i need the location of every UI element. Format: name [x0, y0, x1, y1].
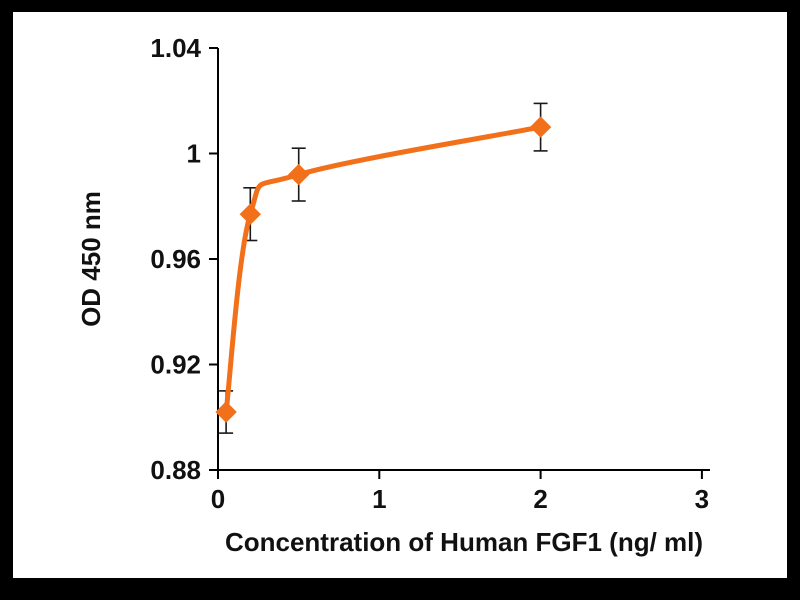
- y-tick-label: 0.96: [150, 244, 201, 274]
- axis-lines: [217, 48, 710, 471]
- data-point-marker: [239, 203, 262, 225]
- x-axis-title: Concentration of Human FGF1 (ng/ ml): [225, 527, 703, 557]
- data-point-marker: [287, 163, 310, 186]
- y-axis-title: OD 450 nm: [76, 191, 106, 327]
- x-tick-label: 3: [695, 484, 709, 514]
- plot-layer: 0.88 0.92 0.96 1 1.04 0 1 2 3: [150, 33, 710, 514]
- y-tick-label: 0.92: [150, 350, 201, 380]
- x-tick-label: 2: [533, 484, 547, 514]
- x-tick-label: 0: [211, 484, 225, 514]
- chart-canvas: [13, 12, 787, 578]
- data-point-marker: [215, 401, 237, 423]
- series-line: [223, 124, 544, 415]
- data-point-marker: [529, 116, 552, 138]
- y-tick-label: 1: [187, 139, 201, 169]
- y-tick-label: 0.88: [150, 455, 201, 485]
- x-tick-label: 1: [372, 484, 386, 514]
- y-tick-label: 1.04: [150, 33, 201, 63]
